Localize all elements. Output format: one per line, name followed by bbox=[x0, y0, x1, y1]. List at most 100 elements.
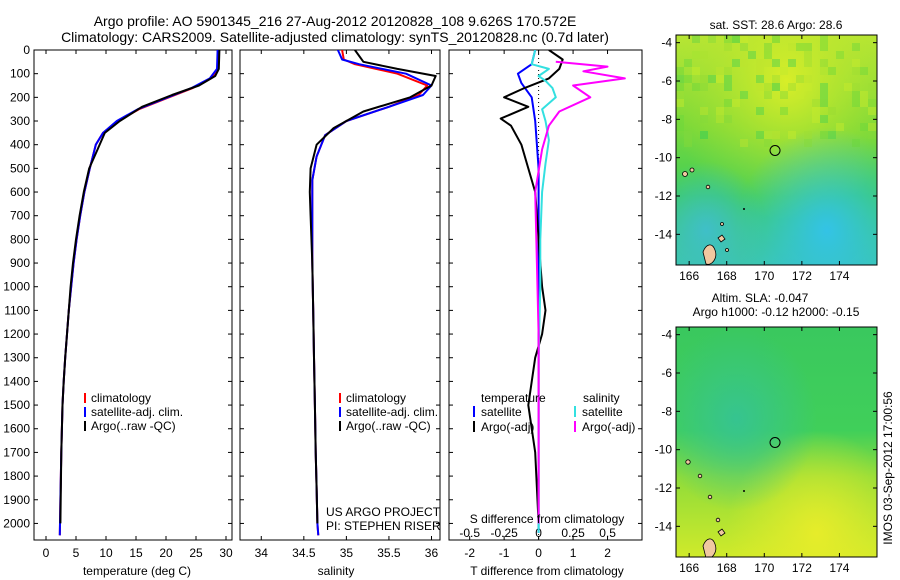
sst-pixel bbox=[708, 75, 716, 83]
sst-pixel bbox=[724, 115, 732, 123]
sst-pixel bbox=[772, 83, 780, 91]
sst-pixel bbox=[764, 131, 772, 139]
sst-pixel bbox=[764, 51, 772, 59]
sst-pixel bbox=[780, 67, 788, 75]
x-tick-label: 170 bbox=[754, 561, 774, 575]
sst-pixel bbox=[764, 43, 772, 51]
sst-pixel bbox=[820, 99, 828, 107]
sst-pixel bbox=[860, 91, 868, 99]
x-tick-label: 30 bbox=[219, 546, 233, 560]
sst-map-frame bbox=[675, 34, 878, 266]
series-line-climatology bbox=[311, 50, 429, 536]
y-tick-label: -14 bbox=[655, 227, 673, 241]
y-tick-label: 800 bbox=[10, 232, 30, 246]
x-tick-label: 174 bbox=[829, 269, 849, 283]
sst-pixel bbox=[724, 99, 732, 107]
sst-pixel bbox=[700, 131, 708, 139]
x-tick-label: 5 bbox=[73, 546, 80, 560]
sst-pixel bbox=[764, 91, 772, 99]
sst-pixel bbox=[700, 107, 708, 115]
sst-pixel bbox=[692, 67, 700, 75]
y-tick-label: -8 bbox=[661, 112, 672, 126]
sst-pixel bbox=[716, 67, 724, 75]
y-tick-label: -12 bbox=[655, 481, 673, 495]
sst-pixel bbox=[804, 83, 812, 91]
sla-map-title: Altim. SLA: -0.047 bbox=[712, 291, 809, 305]
sst-pixel bbox=[732, 99, 740, 107]
sst-pixel bbox=[804, 43, 812, 51]
y-tick-label: -10 bbox=[655, 443, 673, 457]
sst-pixel bbox=[868, 131, 876, 139]
sst-pixel bbox=[772, 131, 780, 139]
y-tick-label: 300 bbox=[10, 114, 30, 128]
sst-pixel bbox=[676, 123, 684, 131]
sst-pixel bbox=[764, 131, 772, 139]
sst-map-pixel-texture bbox=[676, 35, 876, 147]
y-tick-label: -12 bbox=[655, 189, 673, 203]
island-icon bbox=[685, 459, 691, 465]
sst-pixel bbox=[764, 83, 772, 91]
sst-pixel bbox=[772, 75, 780, 83]
x-tick-label: 174 bbox=[829, 561, 849, 575]
legend-label-t-satellite: satellite bbox=[481, 405, 522, 419]
sst-pixel bbox=[852, 139, 860, 147]
sst-pixel bbox=[812, 107, 820, 115]
difference-t-xlabel: T difference from climatology bbox=[470, 564, 624, 578]
sst-pixel bbox=[756, 59, 764, 67]
x2-tick-label: -0.5 bbox=[459, 526, 480, 540]
sst-pixel bbox=[764, 59, 772, 67]
legend-label-satellite: satellite-adj. clim. bbox=[91, 405, 183, 419]
sst-pixel bbox=[820, 67, 828, 75]
sst-pixel bbox=[676, 75, 684, 83]
sst-pixel bbox=[788, 131, 796, 139]
sst-pixel bbox=[740, 35, 748, 43]
sst-pixel bbox=[796, 75, 804, 83]
series-line-satellite-adj-clim- bbox=[311, 50, 433, 536]
sst-pixel bbox=[692, 67, 700, 75]
series-line-satellite-adj-clim- bbox=[58, 50, 219, 536]
sla-map-frame bbox=[675, 326, 878, 558]
sst-pixel bbox=[804, 59, 812, 67]
sst-pixel bbox=[724, 75, 732, 83]
island-icon bbox=[717, 528, 726, 537]
legend-label-argo: Argo(..raw -QC) bbox=[346, 419, 431, 433]
y-tick-label: 1300 bbox=[3, 351, 30, 365]
sst-pixel bbox=[868, 83, 876, 91]
sst-pixel bbox=[828, 107, 836, 115]
sst-pixel bbox=[772, 83, 780, 91]
imos-timestamp: IMOS 03-Sep-2012 17:00:56 bbox=[881, 391, 895, 545]
sst-pixel bbox=[756, 131, 764, 139]
sst-pixel bbox=[692, 67, 700, 75]
salinity-axis-ticks: 34 34.5 35 35.5 36 bbox=[240, 49, 440, 560]
sst-pixel bbox=[852, 91, 860, 99]
sst-pixel bbox=[716, 107, 724, 115]
figure-title-line2: Climatology: CARS2009. Satellite-adjuste… bbox=[61, 29, 609, 45]
sla-map bbox=[676, 327, 877, 557]
temperature-legend: climatology satellite-adj. clim. Argo(..… bbox=[84, 391, 183, 433]
series-line-climatology bbox=[58, 50, 220, 536]
y-tick-label: 900 bbox=[10, 256, 30, 270]
sst-pixel bbox=[828, 107, 836, 115]
legend-heading-salinity: salinity bbox=[583, 391, 620, 405]
series-line-argo-raw-qc- bbox=[308, 50, 437, 524]
sst-pixel bbox=[772, 91, 780, 99]
sst-pixel bbox=[820, 83, 828, 91]
x-tick-label: 172 bbox=[792, 269, 812, 283]
y-tick-label: 500 bbox=[10, 161, 30, 175]
sst-pixel bbox=[828, 131, 836, 139]
sst-pixel bbox=[852, 99, 860, 107]
sst-pixel bbox=[788, 43, 796, 51]
land-mass-icon bbox=[702, 244, 717, 265]
sst-pixel bbox=[796, 91, 804, 99]
sst-pixel bbox=[772, 35, 780, 43]
y-tick-label: -6 bbox=[661, 366, 672, 380]
y-tick-label: 700 bbox=[10, 209, 30, 223]
sst-pixel bbox=[780, 107, 788, 115]
sst-pixel bbox=[804, 43, 812, 51]
x-tick-label: -1 bbox=[499, 546, 510, 560]
island-icon bbox=[720, 222, 724, 226]
sst-pixel bbox=[724, 67, 732, 75]
y-tick-label: 400 bbox=[10, 138, 30, 152]
sst-pixel bbox=[684, 139, 692, 147]
y-tick-label: 1000 bbox=[3, 280, 30, 294]
